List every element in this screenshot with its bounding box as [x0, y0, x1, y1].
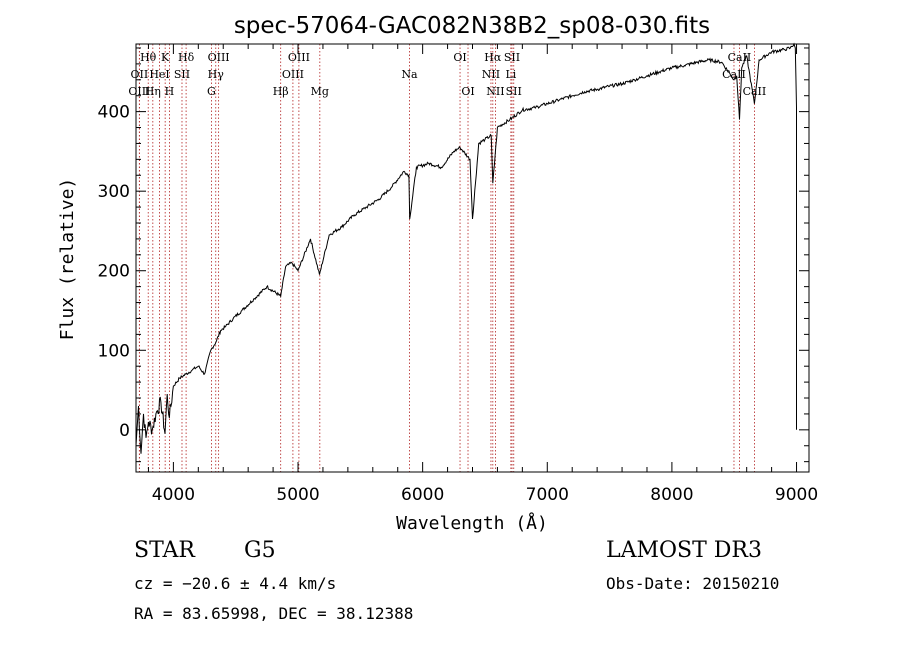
observation-date: Obs-Date: 20150210	[606, 574, 780, 593]
line-label-27: CaII	[743, 85, 767, 98]
line-label-10: Hγ	[208, 68, 225, 81]
line-label-3: K	[161, 51, 170, 64]
line-label-13: OIII	[282, 68, 304, 81]
line-label-25: CaII	[728, 51, 752, 64]
x-tick-label-4: 8000	[650, 485, 693, 505]
coordinates-readout: RA = 83.65998, DEC = 38.12388	[134, 604, 414, 623]
y-tick-label-2: 200	[98, 262, 130, 282]
line-label-1: OII	[131, 68, 149, 81]
y-tick-label-1: 100	[98, 341, 130, 361]
line-label-20: SII	[504, 51, 520, 64]
line-label-9: OIII	[208, 51, 230, 64]
line-label-4: HeI	[149, 68, 169, 81]
line-label-6: SII	[174, 68, 190, 81]
line-label-11: G	[207, 85, 216, 98]
x-axis: 4000 5000 6000 7000 8000 9000	[147, 44, 818, 505]
spectrum-series-line	[135, 42, 797, 454]
y-tick-label-4: 400	[98, 103, 130, 123]
line-label-5: Hη	[145, 85, 161, 98]
x-axis-label: Wavelength (Å)	[396, 512, 548, 534]
line-label-12: OIII	[288, 51, 310, 64]
line-label-24: SII	[506, 85, 522, 98]
x-tick-label-0: 4000	[152, 485, 195, 505]
x-tick-label-2: 6000	[401, 485, 444, 505]
x-tick-label-5: 9000	[775, 485, 818, 505]
line-label-14: Hβ	[273, 85, 289, 98]
line-label-17: OI	[453, 51, 466, 64]
line-label-2: OIII	[128, 85, 150, 98]
redshift-readout: cz = −20.6 ± 4.4 km/s	[134, 574, 337, 593]
line-label-0: Hθ	[140, 51, 157, 64]
line-label-16: Na	[401, 68, 418, 81]
x-tick-label-3: 7000	[526, 485, 569, 505]
line-label-18: OI	[461, 85, 474, 98]
y-tick-label-0: 0	[119, 421, 130, 441]
chart-title: spec-57064-GAC082N38B2_sp08-030.fits	[234, 13, 710, 39]
line-label-7: H	[165, 85, 175, 98]
line-label-8: Hδ	[178, 51, 195, 64]
spectral-line-labels: Hθ OII OIII K HeI Hη SII H Hδ OIII Hγ G OIII OIII Hβ Mg…	[128, 51, 766, 98]
y-axis-label: Flux (relative)	[57, 178, 78, 341]
line-label-23: NII	[486, 85, 504, 98]
line-label-21: NII	[482, 68, 500, 81]
object-subclass: G5	[244, 538, 276, 563]
y-tick-label-3: 300	[98, 182, 130, 202]
y-axis: 0 100 200 300 400	[98, 47, 809, 463]
spectral-line-markers	[138, 44, 755, 472]
line-label-19: Hα	[484, 51, 502, 64]
x-tick-label-1: 5000	[276, 485, 319, 505]
survey-name: LAMOST DR3	[606, 538, 762, 563]
object-class: STAR	[134, 538, 195, 563]
line-label-22: Li	[505, 68, 516, 81]
line-label-15: Mg	[311, 85, 329, 98]
plot-frame	[135, 43, 810, 473]
